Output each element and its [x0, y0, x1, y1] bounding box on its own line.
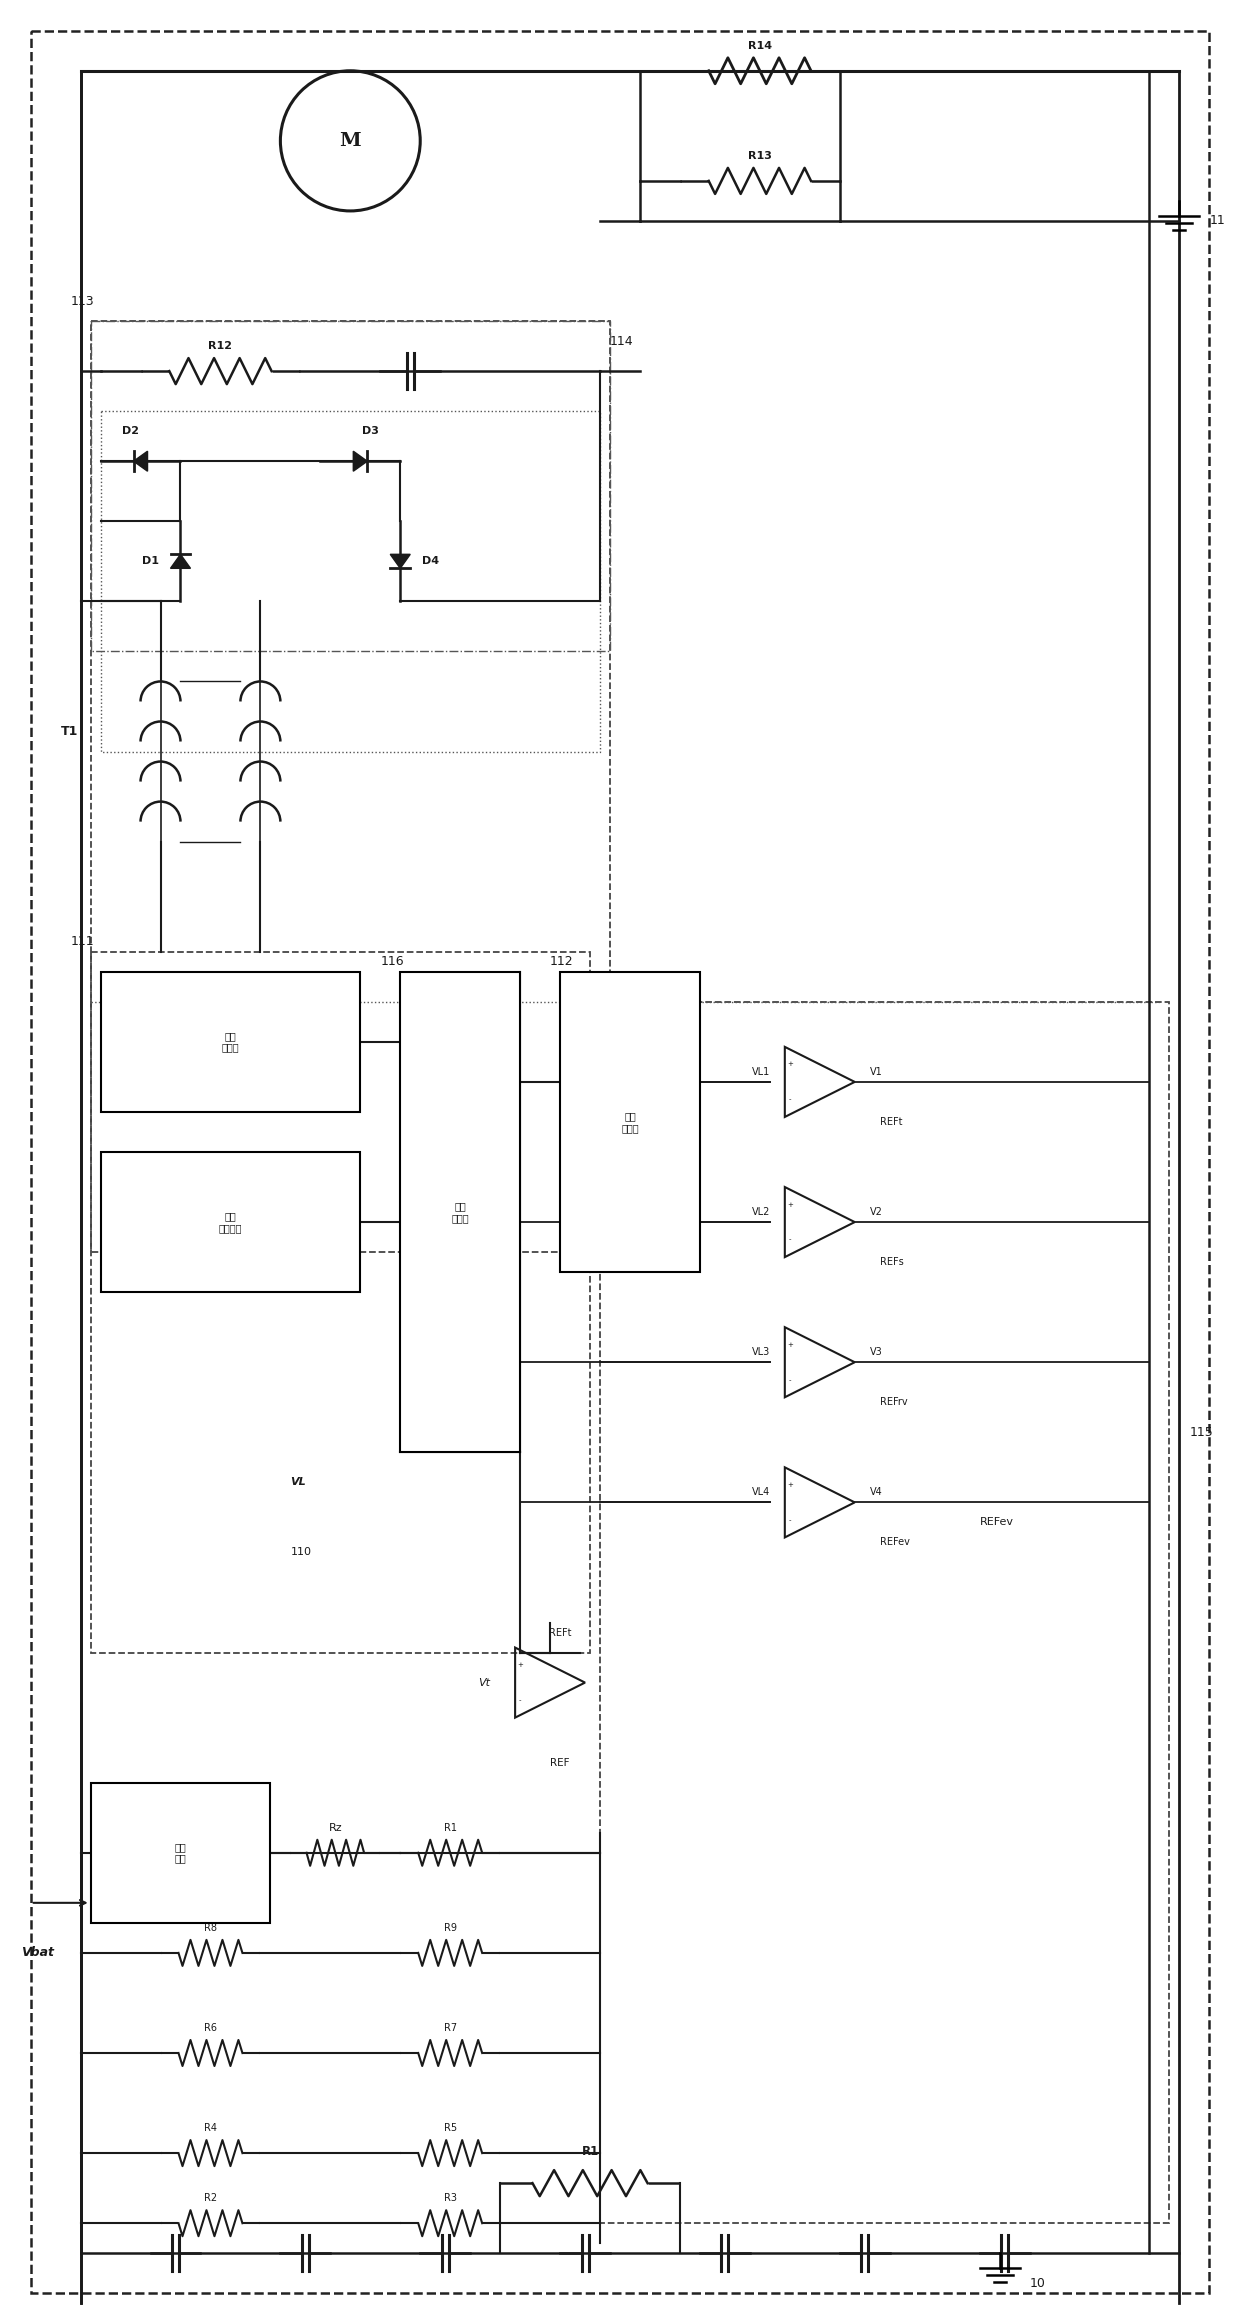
Bar	[91, 321, 610, 1253]
Text: R2: R2	[203, 2194, 217, 2203]
Text: REFrv: REFrv	[879, 1397, 908, 1408]
Text: R14: R14	[748, 42, 773, 51]
Text: D2: D2	[122, 425, 139, 437]
Text: R3: R3	[444, 2194, 456, 2203]
Text: VL: VL	[290, 1478, 306, 1487]
Text: R4: R4	[203, 2124, 217, 2133]
Text: Vbat: Vbat	[21, 1948, 53, 1959]
Polygon shape	[353, 451, 367, 472]
Text: Rz: Rz	[329, 1822, 342, 1834]
Text: R6: R6	[203, 2022, 217, 2034]
Text: 高频
功放大: 高频 功放大	[222, 1032, 239, 1053]
Text: D4: D4	[422, 555, 439, 567]
Bar	[91, 321, 610, 651]
Text: +: +	[787, 1062, 792, 1067]
Text: V2: V2	[869, 1206, 883, 1218]
Text: +: +	[787, 1483, 792, 1487]
Text: T1: T1	[61, 725, 78, 739]
Text: VL3: VL3	[751, 1348, 770, 1357]
Bar	[91, 953, 590, 1652]
Text: VL2: VL2	[751, 1206, 770, 1218]
Text: VL4: VL4	[751, 1487, 770, 1497]
Text: REFs: REFs	[879, 1257, 904, 1267]
Text: VL1: VL1	[751, 1067, 770, 1076]
Polygon shape	[134, 451, 148, 472]
Text: 高频
振荡电路: 高频 振荡电路	[218, 1211, 242, 1232]
Text: +: +	[787, 1341, 792, 1348]
Text: 10: 10	[1029, 2278, 1045, 2289]
Text: R12: R12	[208, 342, 232, 351]
Text: 116: 116	[381, 955, 404, 969]
Text: R8: R8	[203, 1922, 217, 1934]
Text: REF: REF	[551, 1757, 570, 1769]
Bar	[100, 971, 361, 1111]
Bar	[91, 1783, 270, 1922]
Text: V1: V1	[869, 1067, 883, 1076]
Text: R10: R10	[201, 1822, 219, 1834]
Text: 114: 114	[610, 335, 634, 349]
Bar	[560, 971, 699, 1271]
Polygon shape	[171, 555, 191, 569]
Polygon shape	[391, 555, 410, 569]
Text: REFt: REFt	[879, 1118, 903, 1127]
Text: 115: 115	[1189, 1427, 1213, 1439]
Text: -: -	[518, 1697, 521, 1703]
Text: 112: 112	[551, 955, 574, 969]
Text: 110: 110	[290, 1548, 311, 1557]
Text: REFt: REFt	[549, 1627, 572, 1638]
Text: REFev: REFev	[980, 1518, 1013, 1527]
Text: R7: R7	[444, 2022, 456, 2034]
Text: 驱动
控制器: 驱动 控制器	[621, 1111, 639, 1132]
Text: Vt: Vt	[479, 1678, 490, 1687]
Bar	[100, 1153, 361, 1292]
Text: D3: D3	[362, 425, 378, 437]
Text: 电压
检测: 电压 检测	[175, 1843, 186, 1864]
Text: V3: V3	[869, 1348, 883, 1357]
Text: -: -	[789, 1376, 791, 1383]
Bar	[600, 1002, 1169, 2224]
Text: 113: 113	[71, 295, 94, 307]
Text: +: +	[517, 1662, 523, 1669]
Bar	[401, 971, 520, 1452]
Text: REFev: REFev	[879, 1538, 910, 1548]
Text: R1: R1	[444, 1822, 456, 1834]
Text: R9: R9	[444, 1922, 456, 1934]
Text: 111: 111	[71, 934, 94, 948]
Text: D1: D1	[143, 555, 159, 567]
Text: +: +	[787, 1202, 792, 1208]
Text: M: M	[340, 132, 361, 149]
Text: -: -	[789, 1236, 791, 1243]
Text: R1: R1	[582, 2145, 599, 2159]
Text: V4: V4	[869, 1487, 883, 1497]
Text: R5: R5	[444, 2124, 456, 2133]
Text: -: -	[789, 1518, 791, 1522]
Bar	[100, 411, 600, 751]
Text: 振荡
控制器: 振荡 控制器	[451, 1202, 469, 1222]
Text: 11: 11	[1209, 214, 1225, 228]
Text: -: -	[789, 1097, 791, 1102]
Text: R13: R13	[748, 151, 771, 160]
